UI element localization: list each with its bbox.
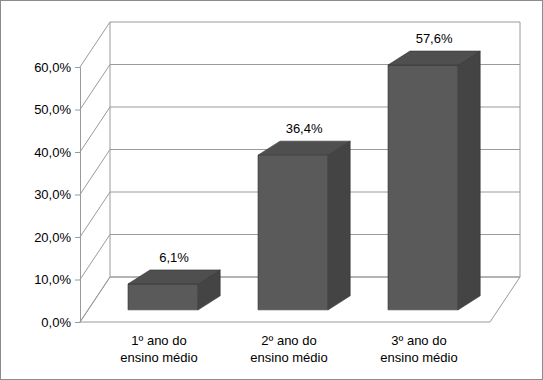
bar-top: [388, 51, 480, 65]
bars: [128, 51, 480, 310]
data-label: 36,4%: [286, 121, 323, 136]
tick-label: 0,0%: [41, 315, 71, 330]
tick-mark: [75, 237, 80, 238]
frame: [1, 1, 543, 380]
tick: 50,0%: [34, 102, 80, 117]
bar-side: [328, 141, 350, 310]
tick: 10,0%: [34, 272, 80, 287]
walls: [80, 22, 520, 322]
tick-mark: [75, 322, 80, 323]
tick-label: 10,0%: [34, 272, 71, 287]
data-label: 6,1%: [159, 250, 189, 265]
bar-front: [128, 284, 198, 310]
bar: [258, 141, 350, 310]
chart: 0,0% 10,0% 20,0% 30,0% 40,0% 50,0% 60,0% 6,1% 36…: [0, 0, 543, 380]
tick: 60,0%: [34, 60, 80, 75]
data-label: 57,6%: [416, 31, 453, 46]
tick-label: 40,0%: [34, 145, 71, 160]
axis-line: [75, 68, 81, 323]
tick-label: 50,0%: [34, 102, 71, 117]
bar-side: [458, 51, 480, 310]
bar-top: [128, 270, 220, 284]
tick-label: 20,0%: [34, 230, 71, 245]
tick-mark: [75, 195, 80, 196]
tick-mark: [75, 110, 80, 111]
bar: [128, 270, 220, 310]
tick: 20,0%: [34, 230, 80, 245]
category-label: 2º ano doensino médio: [250, 333, 327, 365]
bar: [388, 51, 480, 310]
tick-mark: [75, 280, 80, 281]
category-label: 3º ano doensino médio: [380, 333, 457, 365]
tick-label: 60,0%: [34, 60, 71, 75]
tick-mark: [75, 67, 80, 68]
tick-label: 30,0%: [34, 187, 71, 202]
grid-line: [80, 22, 520, 67]
wall-edge: [520, 22, 521, 277]
tick: 30,0%: [34, 187, 80, 202]
bar-front: [258, 155, 328, 310]
bar-front: [388, 65, 458, 310]
y-axis: 0,0% 10,0% 20,0% 30,0% 40,0% 50,0% 60,0%: [34, 60, 80, 330]
wall-edge: [110, 22, 111, 277]
tick: 0,0%: [41, 315, 80, 330]
bar-top: [258, 141, 350, 155]
tick: 40,0%: [34, 145, 80, 160]
category-label: 1º ano doensino médio: [120, 333, 197, 365]
tick-mark: [75, 152, 80, 153]
